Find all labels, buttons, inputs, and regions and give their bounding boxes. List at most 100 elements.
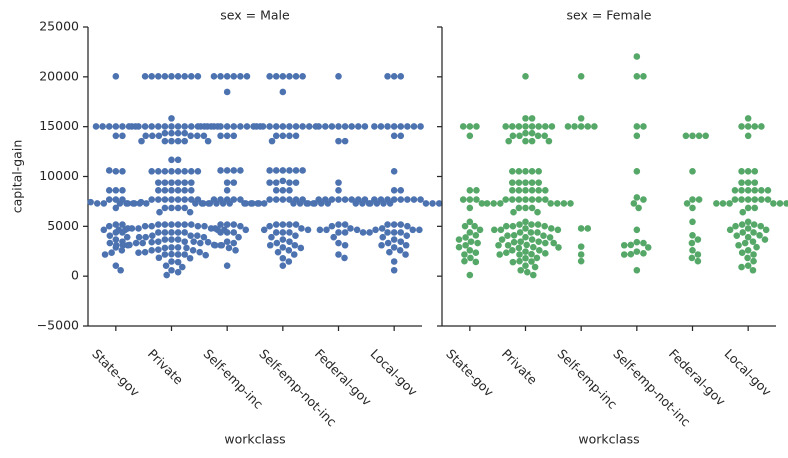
point: [640, 250, 647, 257]
point: [355, 123, 362, 130]
point: [298, 225, 305, 232]
point: [330, 233, 338, 241]
point: [260, 200, 268, 207]
point: [197, 239, 204, 247]
point: [474, 239, 481, 247]
point: [328, 196, 336, 203]
point: [190, 238, 197, 245]
point: [735, 241, 742, 249]
point: [272, 73, 280, 80]
point: [142, 132, 149, 140]
point: [541, 222, 548, 230]
point: [635, 204, 642, 212]
point: [689, 196, 696, 203]
point: [254, 200, 261, 207]
point: [744, 132, 752, 140]
point: [738, 196, 745, 203]
point: [187, 132, 194, 140]
point: [560, 200, 568, 207]
point: [174, 221, 182, 228]
y-tick-label: 10000: [39, 168, 79, 183]
point: [359, 229, 367, 236]
point: [322, 123, 329, 130]
point: [761, 236, 769, 243]
point: [542, 187, 549, 194]
point: [310, 200, 317, 207]
point: [155, 168, 162, 175]
point: [155, 132, 163, 140]
point: [112, 187, 120, 194]
point: [266, 196, 273, 203]
point: [174, 268, 182, 276]
point: [410, 196, 418, 203]
point: [272, 179, 280, 186]
point: [764, 187, 772, 194]
point: [225, 244, 233, 252]
point: [384, 123, 391, 130]
point: [223, 238, 231, 245]
point: [92, 123, 100, 130]
point: [341, 241, 349, 249]
point: [268, 137, 276, 145]
point: [210, 196, 218, 203]
point: [528, 187, 536, 194]
point: [517, 238, 524, 245]
point: [534, 229, 541, 236]
point: [535, 187, 542, 194]
point: [750, 251, 757, 258]
point: [528, 250, 535, 258]
point: [328, 222, 336, 230]
point: [223, 88, 231, 96]
point: [279, 229, 287, 236]
point: [473, 123, 480, 130]
point: [223, 123, 231, 130]
point: [396, 246, 404, 254]
point: [266, 241, 274, 249]
point: [359, 200, 366, 207]
point: [384, 196, 391, 203]
point: [726, 226, 734, 234]
point: [335, 179, 342, 186]
point: [335, 221, 342, 228]
point: [461, 222, 469, 230]
point: [522, 137, 529, 145]
point: [516, 229, 524, 236]
point: [197, 123, 205, 130]
point: [286, 221, 293, 228]
point: [404, 123, 411, 130]
point: [286, 179, 293, 186]
point: [183, 244, 190, 252]
point: [217, 123, 224, 130]
point: [168, 137, 175, 145]
point: [279, 221, 287, 228]
point: [243, 123, 251, 130]
point: [119, 123, 126, 130]
point: [148, 238, 155, 246]
x-tick-label: Private: [499, 346, 541, 388]
point: [738, 168, 745, 175]
point: [279, 262, 287, 269]
y-tick-label: 25000: [39, 19, 79, 34]
point: [744, 262, 752, 269]
point: [247, 200, 255, 207]
point: [353, 226, 361, 234]
point: [223, 196, 231, 203]
point: [739, 229, 747, 236]
point: [155, 229, 162, 236]
point: [200, 233, 208, 241]
point: [384, 229, 391, 236]
point: [285, 246, 293, 254]
point: [522, 168, 529, 175]
point: [695, 196, 703, 203]
point: [627, 241, 635, 249]
point: [390, 236, 398, 243]
point: [733, 232, 741, 239]
point: [322, 196, 329, 203]
point: [155, 73, 162, 80]
point: [112, 262, 120, 269]
point: [571, 123, 578, 130]
point: [455, 236, 463, 243]
point: [738, 221, 746, 228]
point: [397, 73, 405, 80]
point: [194, 132, 201, 140]
